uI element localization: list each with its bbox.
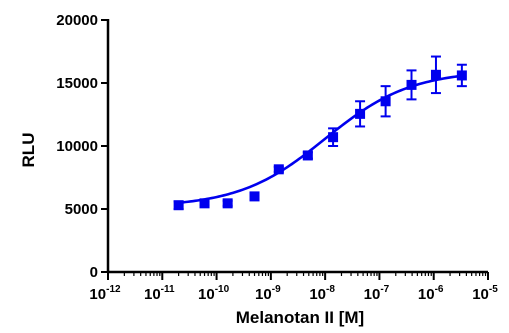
x-axis-ticks: 10-12 10-11 10-10 10-9 10-8 10-7 10-6 10-5	[89, 272, 498, 303]
x-tick-exponent: -10	[215, 284, 230, 295]
y-tick-label: 20000	[56, 12, 98, 29]
x-tick-exponent: -5	[489, 284, 498, 295]
x-tick-exponent: -9	[272, 284, 281, 295]
x-tick-base: 10	[198, 286, 215, 303]
x-tick-label: 10-6	[418, 284, 444, 303]
y-axis-title: RLU	[19, 133, 38, 168]
data-point	[273, 164, 284, 175]
data-point	[355, 108, 366, 119]
x-axis-title: Melanotan II [M]	[236, 308, 364, 327]
x-tick-label: 10-10	[198, 284, 230, 303]
x-tick-label: 10-8	[309, 284, 335, 303]
fit-curve	[178, 74, 463, 205]
y-tick-label: 15000	[56, 75, 98, 92]
y-tick-label: 5000	[65, 201, 98, 218]
x-tick-base: 10	[89, 286, 106, 303]
x-tick-base: 10	[255, 286, 272, 303]
x-tick-base: 10	[144, 286, 161, 303]
data-point	[173, 200, 184, 211]
x-tick-label: 10-11	[144, 284, 175, 303]
y-axis-ticks: 0 5000 10000 15000 20000	[56, 12, 108, 281]
fit-curve-layer	[178, 74, 463, 205]
data-point	[406, 79, 417, 90]
x-tick-label: 10-9	[255, 284, 281, 303]
x-tick-label: 10-7	[364, 284, 390, 303]
data-point	[456, 70, 467, 81]
x-tick-exponent: -12	[106, 284, 121, 295]
y-tick-label: 10000	[56, 138, 98, 155]
x-tick-base: 10	[309, 286, 326, 303]
data-point	[302, 150, 313, 161]
x-tick-exponent: -6	[435, 284, 444, 295]
x-tick-base: 10	[418, 286, 435, 303]
data-point	[222, 198, 233, 209]
data-point	[199, 198, 210, 209]
x-tick-exponent: -7	[380, 284, 389, 295]
data-point	[328, 132, 339, 143]
x-tick-exponent: -8	[326, 284, 335, 295]
data-point	[430, 69, 441, 80]
x-tick-exponent: -11	[161, 284, 175, 295]
x-tick-base: 10	[364, 286, 381, 303]
data-point	[249, 191, 260, 202]
x-tick-label: 10-5	[472, 284, 498, 303]
x-tick-base: 10	[472, 286, 489, 303]
data-points-layer	[173, 55, 467, 211]
data-point	[380, 96, 391, 107]
y-tick-label: 0	[90, 264, 98, 281]
x-tick-label: 10-12	[89, 284, 121, 303]
